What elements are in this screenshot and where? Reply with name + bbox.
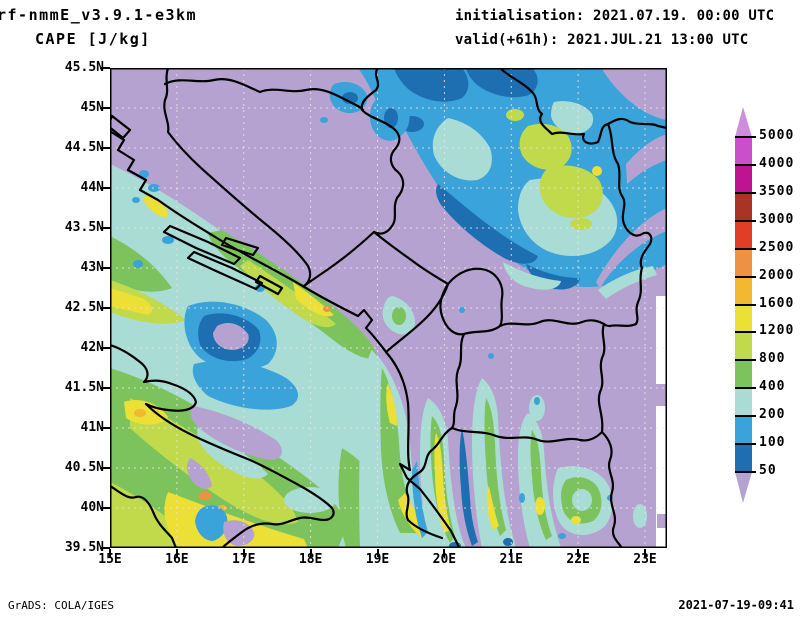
lon-tick-label: 16E xyxy=(165,552,189,567)
lat-tick xyxy=(100,427,110,429)
colorbar-segment xyxy=(735,416,752,445)
colorbar-segment xyxy=(735,444,752,472)
colorbar-top-arrow xyxy=(735,107,752,137)
colorbar-tick-label: 800 xyxy=(759,351,786,367)
lon-tick xyxy=(577,549,580,557)
variable-title: CAPE [J/kg] xyxy=(35,30,151,48)
lon-tick xyxy=(376,549,379,557)
lat-tick-label: 42.5N xyxy=(64,300,104,315)
cape-field xyxy=(110,68,667,548)
colorbar-segment xyxy=(735,304,752,333)
lat-tick-label: 42N xyxy=(80,340,104,355)
country-borders xyxy=(110,68,667,548)
colorbar-tick-label: 5000 xyxy=(759,128,795,143)
lon-tick xyxy=(309,549,312,557)
lat-tick xyxy=(100,107,110,109)
colorbar-tick-label: 1200 xyxy=(759,323,795,339)
colorbar-segment xyxy=(735,276,752,305)
colorbar-tick-label: 400 xyxy=(759,379,786,395)
lat-tick xyxy=(100,267,110,269)
lat-tick xyxy=(100,547,110,549)
cape-map xyxy=(110,68,667,548)
colorbar-tick-label: 4000 xyxy=(759,155,795,171)
lat-tick xyxy=(100,387,110,389)
lat-tick-label: 40N xyxy=(80,500,104,515)
lon-tick xyxy=(109,549,111,557)
colorbar-segment xyxy=(735,192,752,221)
colorbar-tick xyxy=(735,443,756,446)
lon-tick-label: 17E xyxy=(232,552,256,567)
lon-tick-label: 19E xyxy=(365,552,390,567)
colorbar-tick-label: 100 xyxy=(759,435,786,451)
colorbar-bottom-arrow xyxy=(735,472,752,503)
colorbar-tick xyxy=(735,331,756,334)
lat-tick-label: 41.5N xyxy=(64,380,104,395)
colorbar-tick-label: 1600 xyxy=(759,295,795,311)
colorbar-tick xyxy=(735,136,756,138)
lon-tick xyxy=(510,549,513,557)
lon-tick xyxy=(242,549,245,557)
colorbar-tick xyxy=(735,415,756,418)
colorbar-segment xyxy=(735,360,752,389)
lat-tick xyxy=(100,507,110,509)
init-time-label: initialisation: 2021.07.19. 00:00 UTC xyxy=(455,8,775,24)
colorbar-tick xyxy=(735,219,756,222)
lon-tick-label: 15E xyxy=(98,552,122,567)
lat-tick-label: 39.5N xyxy=(64,540,104,555)
grads-credit: GrADS: COLA/IGES xyxy=(8,599,114,612)
lon-tick-label: 21E xyxy=(499,552,523,567)
lat-lon-gridlines xyxy=(110,68,667,548)
colorbar-segment xyxy=(735,220,752,249)
lat-tick xyxy=(100,147,110,149)
colorbar-segment xyxy=(735,388,752,417)
lat-tick-label: 43.5N xyxy=(64,220,104,235)
colorbar-tick xyxy=(735,471,756,473)
cape-colorbar: 5000 4000 3500 3000 2500 2000 1600 1200 800 400 20… xyxy=(735,98,799,514)
creation-timestamp: 2021-07-19-09:41 xyxy=(678,598,794,612)
colorbar-segment xyxy=(735,332,752,361)
colorbar-tick xyxy=(735,191,756,194)
colorbar-tick-label: 3000 xyxy=(759,211,795,227)
lat-tick xyxy=(100,187,110,189)
lat-tick-label: 45N xyxy=(80,100,104,115)
colorbar-tick-label: 50 xyxy=(759,463,777,478)
colorbar-tick-label: 2000 xyxy=(759,267,795,283)
colorbar-tick xyxy=(735,275,756,278)
lon-tick-label: 18E xyxy=(298,552,323,567)
colorbar-tick-label: 200 xyxy=(759,407,786,423)
lat-tick-label: 44N xyxy=(80,180,104,195)
colorbar-segment xyxy=(735,164,752,193)
valid-time-label: valid(+61h): 2021.JUL.21 13:00 UTC xyxy=(455,32,749,48)
lon-tick-label: 20E xyxy=(432,552,457,567)
colorbar-tick xyxy=(735,303,756,306)
lat-tick xyxy=(100,227,110,229)
colorbar-tick-label: 3500 xyxy=(759,183,795,199)
colorbar-tick xyxy=(735,387,756,390)
lat-tick-label: 43N xyxy=(80,260,104,275)
lat-tick-label: 44.5N xyxy=(64,140,104,155)
colorbar-tick-label: 2500 xyxy=(759,239,795,255)
colorbar-tick xyxy=(735,359,756,362)
model-title: rf-nmmE_v3.9.1-e3km xyxy=(0,6,198,24)
lon-tick-label: 23E xyxy=(633,552,657,567)
lat-tick xyxy=(100,347,110,349)
lat-tick xyxy=(100,67,110,69)
colorbar-tick xyxy=(735,163,756,166)
lon-tick xyxy=(644,549,646,557)
lon-tick xyxy=(443,549,446,557)
colorbar-segment xyxy=(735,248,752,277)
lat-tick-label: 40.5N xyxy=(64,460,104,475)
colorbar-segment xyxy=(735,137,752,165)
lat-tick-label: 41N xyxy=(80,420,104,435)
lon-tick-label: 22E xyxy=(566,552,590,567)
colorbar-tick xyxy=(735,247,756,250)
lat-tick-label: 45.5N xyxy=(64,60,104,75)
lat-tick xyxy=(100,307,110,309)
lon-tick xyxy=(175,549,178,557)
lat-tick xyxy=(100,467,110,469)
